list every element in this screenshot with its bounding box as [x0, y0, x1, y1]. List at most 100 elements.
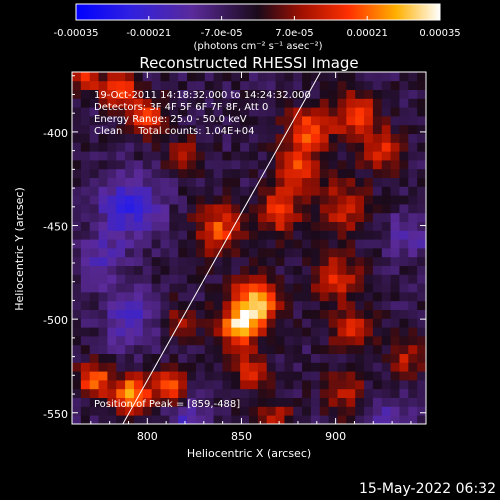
heatmap-cell: [178, 230, 188, 240]
heatmap-cell: [107, 388, 117, 398]
heatmap-cell: [266, 344, 276, 354]
heatmap-cell: [381, 116, 391, 126]
heatmap-cell: [381, 160, 391, 170]
heatmap-cell: [107, 107, 117, 117]
heatmap-cell: [222, 397, 232, 407]
heatmap-cell: [284, 168, 294, 178]
heatmap-cell: [257, 160, 268, 170]
heatmap-cell: [355, 80, 365, 90]
heatmap-cell: [116, 344, 126, 354]
heatmap-cell: [151, 397, 161, 407]
heatmap-cell: [399, 186, 409, 196]
heatmap-cell: [399, 239, 409, 249]
heatmap-cell: [72, 327, 82, 337]
heatmap-cell: [178, 353, 188, 363]
heatmap-cell: [107, 248, 117, 258]
heatmap-cell: [240, 221, 250, 231]
heatmap-cell: [98, 186, 108, 196]
heatmap-cell: [204, 309, 214, 319]
heatmap-cell: [390, 107, 400, 117]
heatmap-cell: [187, 98, 197, 108]
heatmap-cell: [231, 98, 241, 108]
heatmap-cell: [390, 344, 400, 354]
heatmap-cell: [107, 212, 117, 222]
heatmap-cell: [125, 124, 135, 134]
heatmap-cell: [310, 98, 321, 108]
heatmap-cell: [346, 195, 356, 205]
heatmap-cell: [302, 98, 312, 108]
heatmap-cell: [187, 388, 197, 398]
heatmap-cell: [72, 168, 82, 178]
heatmap-cell: [399, 142, 409, 152]
heatmap-cell: [204, 397, 214, 407]
heatmap-cell: [89, 256, 99, 266]
heatmap-cell: [381, 353, 391, 363]
heatmap-cell: [381, 177, 391, 187]
heatmap-cell: [293, 292, 303, 302]
heatmap-cell: [133, 397, 144, 407]
heatmap-cell: [240, 186, 250, 196]
heatmap-cell: [355, 212, 365, 222]
heatmap-cell: [408, 388, 418, 398]
heatmap-cell: [116, 151, 126, 161]
heatmap-cell: [204, 168, 214, 178]
heatmap-cell: [346, 274, 356, 284]
heatmap-cell: [249, 221, 259, 231]
heatmap-cell: [72, 116, 82, 126]
heatmap-cell: [80, 256, 91, 266]
heatmap-cell: [160, 177, 170, 187]
heatmap-cell: [310, 292, 321, 302]
heatmap-cell: [302, 415, 312, 424]
heatmap-cell: [195, 204, 206, 214]
heatmap-cell: [346, 397, 356, 407]
heatmap-cell: [390, 204, 400, 214]
heatmap-cell: [293, 265, 303, 275]
heatmap-cell: [249, 344, 259, 354]
heatmap-cell: [372, 89, 383, 99]
heatmap-cell: [249, 116, 259, 126]
heatmap-cell: [222, 415, 232, 424]
heatmap-cell: [364, 142, 374, 152]
heatmap-cell: [80, 186, 91, 196]
heatmap-cell: [319, 256, 330, 266]
heatmap-cell: [372, 344, 383, 354]
heatmap-cell: [187, 212, 197, 222]
heatmap-cell: [213, 256, 223, 266]
heatmap-cell: [408, 380, 418, 390]
heatmap-cell: [310, 186, 321, 196]
heatmap-cell: [116, 133, 126, 143]
heatmap-cell: [364, 98, 374, 108]
heatmap-cell: [275, 72, 285, 82]
heatmap-cell: [381, 133, 391, 143]
heatmap-cell: [151, 292, 161, 302]
heatmap-cell: [310, 142, 321, 152]
heatmap-cell: [89, 230, 99, 240]
heatmap-cell: [72, 177, 82, 187]
heatmap-cell: [293, 274, 303, 284]
heatmap-cell: [187, 371, 197, 381]
heatmap-cell: [187, 362, 197, 372]
heatmap-cell: [231, 133, 241, 143]
heatmap-cell: [408, 344, 418, 354]
heatmap-cell: [284, 116, 294, 126]
heatmap-cell: [319, 133, 330, 143]
heatmap-cell: [98, 388, 108, 398]
heatmap-cell: [266, 292, 276, 302]
heatmap-cell: [319, 160, 330, 170]
heatmap-cell: [390, 388, 400, 398]
heatmap-cell: [178, 160, 188, 170]
heatmap-cell: [160, 107, 170, 117]
heatmap-cell: [125, 344, 135, 354]
heatmap-cell: [72, 204, 82, 214]
heatmap-cell: [142, 300, 153, 310]
heatmap-cell: [231, 300, 241, 310]
heatmap-cell: [89, 397, 99, 407]
heatmap-cell: [195, 151, 206, 161]
heatmap-cell: [337, 256, 347, 266]
heatmap-cell: [249, 239, 259, 249]
heatmap-cell: [372, 309, 383, 319]
heatmap-cell: [249, 327, 259, 337]
heatmap-cell: [257, 344, 268, 354]
heatmap-cell: [381, 212, 391, 222]
heatmap-cell: [302, 265, 312, 275]
